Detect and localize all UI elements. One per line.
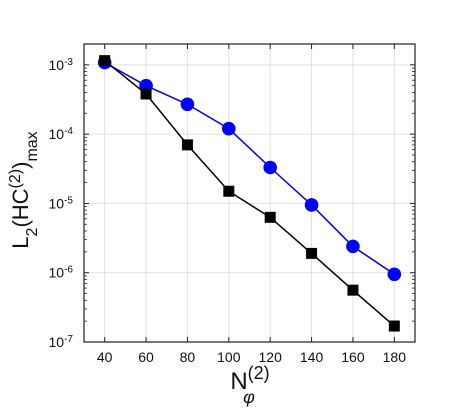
x-tick-label: 160 (341, 349, 365, 365)
y-tick-exponent: -5 (64, 195, 73, 206)
x-axis-label: N(2) (230, 363, 269, 395)
x-tick-label: 140 (300, 349, 324, 365)
y-tick-label: 10-6 (49, 264, 74, 281)
plot-frame (83, 43, 416, 343)
y-tick-exponent: -7 (64, 334, 73, 345)
x-tick-label: 80 (180, 349, 196, 365)
y-tick-base: 10 (49, 126, 65, 142)
y-tick-label: 10-7 (49, 334, 74, 351)
series-1-point-1 (140, 88, 152, 100)
y-tick-base: 10 (49, 265, 65, 281)
x-axis-label-subscript: φ (243, 387, 255, 407)
series-0-point-5 (304, 198, 319, 212)
y-axis-label-text2: (HC (8, 188, 33, 227)
series-1-point-3 (223, 185, 235, 197)
y-axis-label-sup: (2) (7, 169, 24, 189)
x-tick-label: 180 (383, 349, 407, 365)
x-tick-label: 60 (138, 349, 154, 365)
series-1-point-6 (347, 284, 359, 296)
series-0-point-3 (222, 121, 236, 136)
series-1-point-7 (388, 320, 400, 332)
series-1-point-5 (306, 247, 318, 259)
y-tick-base: 10 (49, 57, 65, 73)
series-line-1 (104, 60, 395, 327)
x-tick-label: 120 (259, 349, 283, 365)
y-tick-label: 10-4 (49, 126, 74, 143)
y-tick-base: 10 (49, 195, 65, 211)
y-tick-base: 10 (49, 334, 65, 350)
y-tick-exponent: -3 (64, 56, 73, 67)
series-1-point-2 (181, 139, 193, 151)
y-axis-label-sub1: 2 (24, 227, 41, 236)
x-axis-label-base: N (230, 368, 247, 395)
series-line-0 (104, 61, 395, 275)
series-1-point-0 (99, 55, 111, 67)
series-layer (97, 55, 402, 332)
series-0-point-7 (387, 267, 402, 282)
series-0-point-6 (346, 239, 360, 254)
y-tick-exponent: -4 (64, 126, 73, 137)
y-axis-label: L2(HC(2))max (7, 131, 41, 248)
x-tick-label: 40 (97, 349, 113, 365)
y-tick-label: 10-3 (49, 56, 74, 73)
series-0-point-2 (180, 97, 195, 112)
y-axis-label-text3: ) (8, 162, 33, 169)
x-tick-label: 100 (217, 349, 241, 365)
y-axis-label-main: L (8, 236, 33, 248)
series-0-point-4 (263, 160, 277, 175)
x-axis-label-sup: (2) (248, 363, 270, 383)
ticks: 40 60 80 100 120 140 160 18010-710-610-510-410-… (49, 43, 415, 365)
y-tick-exponent: -6 (64, 264, 73, 275)
axes (83, 43, 416, 343)
y-axis-label-group: L2(HC(2))max (7, 131, 41, 248)
plot-area (84, 44, 415, 342)
y-axis-label-sub2: max (24, 131, 41, 161)
y-tick-label: 10-5 (49, 195, 74, 212)
series-1-point-4 (264, 211, 276, 223)
